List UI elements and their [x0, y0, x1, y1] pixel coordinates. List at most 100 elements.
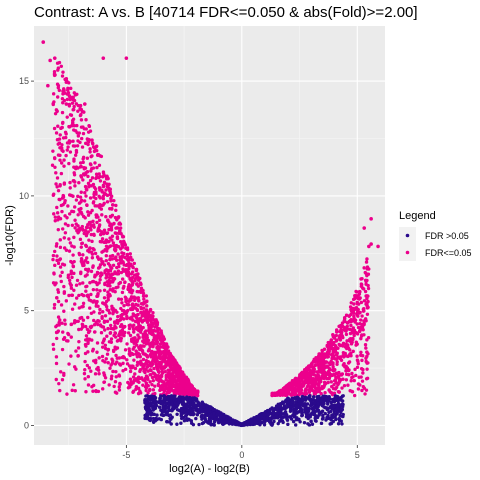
data-point	[56, 299, 61, 304]
data-point	[84, 244, 89, 249]
data-point	[113, 249, 118, 253]
data-point	[142, 297, 146, 301]
data-point-outlier	[376, 244, 380, 249]
data-point	[94, 172, 99, 176]
data-point	[58, 217, 63, 221]
data-point	[108, 288, 112, 292]
data-point	[354, 290, 359, 294]
data-point	[54, 182, 58, 186]
data-point	[334, 380, 338, 385]
data-point	[55, 82, 60, 86]
data-point	[90, 239, 94, 244]
data-point	[56, 66, 61, 70]
data-point	[60, 74, 65, 78]
data-point	[359, 336, 363, 341]
data-point	[105, 193, 110, 198]
data-point	[263, 420, 267, 424]
data-point	[91, 246, 95, 251]
data-point	[88, 196, 93, 200]
data-point	[167, 389, 172, 394]
data-point	[101, 301, 105, 305]
data-point	[171, 405, 175, 410]
data-point	[96, 226, 101, 231]
data-point	[133, 339, 137, 343]
data-point	[363, 392, 367, 396]
data-point	[328, 422, 332, 426]
data-point	[58, 133, 62, 137]
data-point	[130, 364, 134, 368]
data-point	[133, 372, 137, 376]
data-point	[295, 411, 299, 415]
data-point	[136, 333, 140, 337]
data-point	[58, 274, 63, 278]
data-point	[70, 118, 75, 123]
data-point	[137, 361, 141, 365]
data-point	[357, 311, 362, 315]
data-point	[330, 392, 335, 397]
data-point-outlier	[124, 56, 129, 60]
data-point	[355, 302, 360, 306]
data-point	[72, 259, 76, 264]
data-point	[300, 397, 304, 401]
data-point	[180, 381, 184, 386]
data-point	[191, 402, 195, 406]
data-point	[98, 278, 102, 282]
data-point	[104, 268, 109, 272]
data-point	[321, 385, 326, 390]
data-point	[363, 278, 368, 283]
data-point	[74, 319, 78, 324]
data-point	[159, 408, 163, 412]
data-point	[109, 340, 114, 344]
data-point	[137, 352, 142, 357]
data-point	[61, 330, 65, 334]
data-point	[239, 422, 243, 427]
y-tick-label: 10	[19, 191, 29, 201]
data-point	[299, 388, 303, 393]
data-point	[125, 246, 130, 250]
data-point	[93, 360, 98, 365]
data-point	[79, 118, 84, 122]
data-point	[316, 401, 320, 406]
data-point	[86, 315, 90, 320]
data-point	[360, 354, 365, 358]
data-point	[76, 134, 81, 138]
data-point	[125, 342, 129, 346]
data-point	[95, 165, 99, 170]
data-point	[191, 409, 195, 413]
data-point	[355, 358, 360, 362]
data-point	[121, 254, 125, 259]
data-point	[341, 344, 345, 348]
data-point	[304, 387, 308, 391]
data-point	[101, 183, 106, 187]
data-point	[74, 296, 79, 300]
data-point	[89, 154, 93, 159]
data-point	[151, 344, 155, 349]
data-point	[54, 244, 59, 248]
data-point	[290, 382, 294, 387]
data-point	[145, 317, 149, 321]
data-point	[63, 222, 68, 226]
data-point	[181, 378, 186, 382]
data-point	[135, 274, 139, 278]
data-point	[89, 163, 93, 167]
data-point	[135, 363, 139, 367]
data-point	[367, 267, 371, 271]
data-point	[154, 339, 159, 343]
data-point	[69, 269, 74, 273]
data-point	[116, 272, 121, 276]
data-point	[186, 408, 190, 413]
x-axis-ticks: -5 0 5	[122, 445, 360, 460]
data-point	[88, 147, 92, 151]
data-point	[104, 276, 108, 280]
data-point	[156, 383, 161, 388]
data-point	[349, 342, 354, 346]
legend-label-fdr-significant: FDR<=0.05	[425, 248, 472, 258]
data-point	[360, 379, 365, 383]
data-point	[89, 292, 93, 297]
data-point	[128, 377, 133, 381]
data-point	[340, 422, 344, 426]
data-point	[117, 222, 121, 226]
data-point	[269, 422, 273, 426]
data-point	[85, 363, 90, 368]
data-point	[102, 371, 106, 375]
